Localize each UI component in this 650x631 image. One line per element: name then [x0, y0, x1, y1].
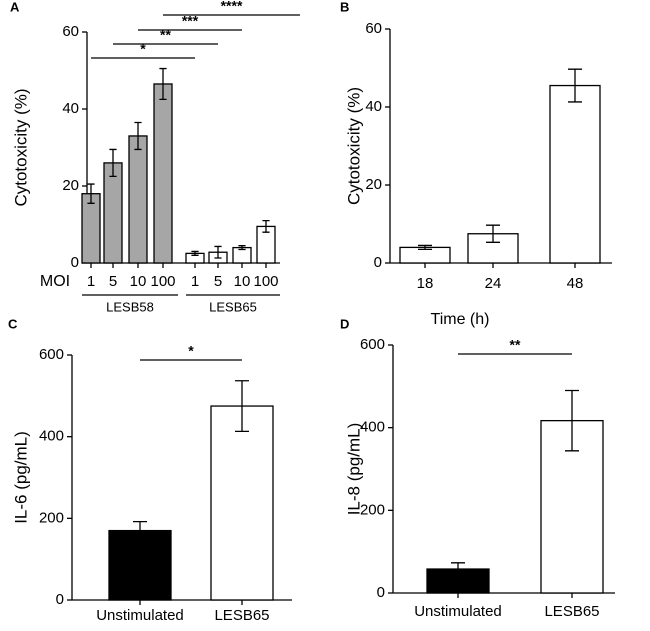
x-axis-label: Time (h) — [431, 311, 490, 328]
bar — [210, 405, 274, 601]
x-tick-label: 10 — [234, 273, 251, 290]
error-bar — [565, 389, 579, 452]
error-bar — [109, 148, 117, 178]
x-tick-label: 5 — [109, 273, 117, 290]
y-tick-label: 0 — [377, 584, 385, 601]
y-tick-label: 200 — [39, 509, 64, 526]
panel-label: A — [10, 0, 20, 14]
x-tick-label: 18 — [417, 275, 434, 292]
panel-label: D — [340, 316, 349, 331]
bar — [81, 193, 101, 264]
error-bar — [87, 183, 95, 204]
y-tick-label: 40 — [62, 100, 79, 117]
error-bar — [568, 68, 582, 103]
significance-label: ** — [160, 27, 171, 43]
y-tick-label: 400 — [360, 419, 385, 436]
x-tick-label: 1 — [191, 273, 199, 290]
panel-label: C — [8, 316, 18, 331]
y-tick-label: 0 — [56, 591, 64, 608]
error-bar — [235, 380, 249, 433]
y-axis-label: IL-8 (pg/mL) — [344, 423, 363, 516]
group-label: LESB65 — [209, 299, 257, 314]
y-axis-label: Cytotoxicity (%) — [344, 87, 363, 205]
error-bar — [451, 562, 465, 576]
y-tick-label: 20 — [365, 176, 382, 193]
significance-label: * — [188, 343, 194, 359]
y-axis-label: Cytotoxicity (%) — [11, 88, 30, 206]
significance-label: * — [140, 41, 146, 57]
error-bar — [133, 520, 147, 541]
y-axis-label: IL-6 (pg/mL) — [11, 431, 30, 524]
y-tick-label: 600 — [39, 346, 64, 363]
error-bar — [191, 250, 199, 256]
significance-label: **** — [221, 0, 243, 14]
x-tick-label: 100 — [253, 273, 278, 290]
x-tick-label: Unstimulated — [96, 607, 184, 624]
group-label: LESB58 — [106, 299, 154, 314]
x-axis-label: MOI — [40, 273, 70, 290]
x-tick-label: LESB65 — [214, 607, 269, 624]
y-tick-label: 0 — [71, 254, 79, 271]
bar — [108, 529, 172, 601]
x-tick-label: 100 — [150, 273, 175, 290]
error-bar — [159, 67, 167, 101]
x-tick-label: 10 — [130, 273, 147, 290]
y-tick-label: 60 — [365, 20, 382, 37]
error-bar — [134, 121, 142, 151]
bar — [153, 83, 173, 264]
error-bar — [418, 244, 432, 250]
error-bar — [486, 224, 500, 243]
error-bar — [238, 245, 246, 251]
y-tick-label: 400 — [39, 428, 64, 445]
bar — [103, 162, 123, 264]
y-tick-label: 600 — [360, 336, 385, 353]
bar — [549, 84, 601, 264]
x-tick-label: 24 — [485, 275, 502, 292]
x-tick-label: 1 — [87, 273, 95, 290]
y-tick-label: 0 — [374, 254, 382, 271]
x-tick-label: LESB65 — [544, 603, 599, 620]
x-tick-label: Unstimulated — [414, 603, 502, 620]
y-tick-label: 20 — [62, 177, 79, 194]
panel-label: B — [340, 0, 349, 14]
significance-label: *** — [182, 13, 199, 29]
error-bar — [214, 245, 222, 259]
x-tick-label: 48 — [567, 275, 584, 292]
y-tick-label: 60 — [62, 23, 79, 40]
bar — [128, 135, 148, 264]
y-tick-label: 40 — [365, 98, 382, 115]
x-tick-label: 5 — [214, 273, 222, 290]
y-tick-label: 200 — [360, 501, 385, 518]
significance-label: ** — [510, 337, 521, 353]
error-bar — [262, 220, 270, 233]
